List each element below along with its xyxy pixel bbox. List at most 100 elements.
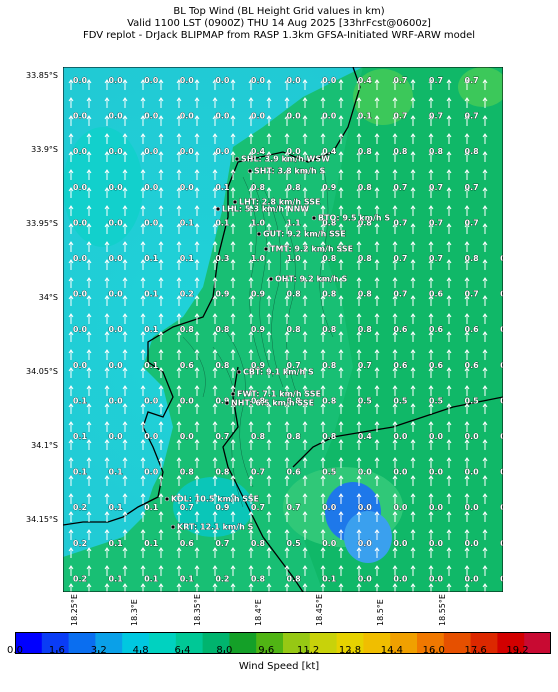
- wind-arrow-icon: [356, 313, 362, 324]
- grid-value: 0.8: [251, 183, 266, 192]
- wind-arrow-icon: [464, 115, 470, 126]
- wind-arrow-icon: [482, 385, 488, 396]
- wind-arrow-icon: [284, 79, 290, 90]
- wind-arrow-icon: [248, 403, 254, 414]
- wind-arrow-icon: [176, 115, 182, 126]
- wind-arrow-icon: [176, 349, 182, 360]
- wind-arrow-icon: [392, 565, 398, 576]
- wind-arrow-icon: [86, 169, 92, 180]
- grid-value: 0.0: [287, 76, 302, 85]
- wind-arrow-icon: [104, 79, 110, 90]
- wind-arrow-icon: [446, 79, 452, 90]
- colorbar-segment: [283, 632, 311, 654]
- wind-arrow-icon: [446, 529, 452, 540]
- wind-arrow-icon: [392, 511, 398, 522]
- grid-value: 1.0: [251, 254, 266, 263]
- wind-arrow-icon: [122, 241, 128, 252]
- grid-value: 0.0: [109, 147, 124, 156]
- wind-arrow-icon: [338, 223, 344, 234]
- grid-value: 0.8: [358, 325, 373, 334]
- wind-arrow-icon: [464, 205, 470, 216]
- wind-arrow-icon: [140, 475, 146, 486]
- wind-arrow-icon: [410, 295, 416, 306]
- wind-arrow-icon: [338, 187, 344, 198]
- wind-arrow-icon: [284, 151, 290, 162]
- grid-value: 0.8: [429, 147, 444, 156]
- wind-arrow-icon: [482, 331, 488, 342]
- wind-arrow-icon: [320, 115, 326, 126]
- coastline-false-bay: [292, 396, 503, 468]
- wind-arrow-icon: [248, 565, 254, 576]
- wind-arrow-icon: [374, 367, 380, 378]
- wind-arrow-icon: [464, 151, 470, 162]
- grid-value: 0.1: [215, 183, 230, 192]
- wind-arrow-icon: [194, 295, 200, 306]
- grid-value: 0.8: [287, 432, 302, 441]
- wind-arrow-icon: [86, 205, 92, 216]
- wind-arrow-icon: [464, 493, 470, 504]
- wind-arrow-icon: [68, 403, 74, 414]
- wind-arrow-icon: [284, 241, 290, 252]
- wind-arrow-icon: [104, 385, 110, 396]
- wind-arrow-icon: [140, 115, 146, 126]
- station-marker: OHT: 9.2 km/h S: [268, 274, 348, 284]
- wind-arrow-icon: [320, 421, 326, 432]
- colorbar-segment: [443, 632, 472, 654]
- wind-arrow-icon: [392, 187, 398, 198]
- grid-value: 0.0: [73, 325, 88, 334]
- station-label: BTO: 9.5 km/h S: [318, 214, 390, 223]
- wind-arrow-icon: [320, 331, 326, 342]
- wind-arrow-icon: [320, 277, 326, 288]
- wind-arrow-icon: [248, 475, 254, 486]
- wind-arrow-icon: [140, 529, 146, 540]
- wind-arrow-icon: [338, 331, 344, 342]
- wind-arrow-icon: [302, 421, 308, 432]
- grid-value: 0.0: [358, 503, 373, 512]
- wind-arrow-icon: [446, 403, 452, 414]
- wind-arrow-icon: [230, 439, 236, 450]
- wind-arrow-icon: [140, 313, 146, 324]
- wind-arrow-icon: [104, 565, 110, 576]
- wind-arrow-icon: [158, 115, 164, 126]
- wind-arrow-icon: [392, 493, 398, 504]
- wind-arrow-icon: [302, 97, 308, 108]
- wind-arrow-icon: [464, 529, 470, 540]
- grid-value: 0.0: [465, 574, 480, 583]
- wind-arrow-icon: [338, 421, 344, 432]
- wind-arrow-icon: [122, 79, 128, 90]
- wind-arrow-icon: [86, 457, 92, 468]
- wind-arrow-icon: [356, 277, 362, 288]
- wind-arrow-icon: [158, 151, 164, 162]
- wind-arrow-icon: [320, 475, 326, 486]
- wind-arrow-icon: [266, 475, 272, 486]
- wind-arrow-icon: [464, 583, 470, 592]
- wind-arrow-icon: [104, 583, 110, 592]
- wind-arrow-icon: [428, 367, 434, 378]
- grid-value: 0.8: [358, 254, 373, 263]
- wind-arrow-icon: [392, 457, 398, 468]
- colorbar-segment: [229, 632, 257, 654]
- station-marker: SHL: 3.9 km/h WSW: [234, 154, 330, 164]
- wind-arrow-icon: [122, 385, 128, 396]
- wind-arrow-icon: [374, 277, 380, 288]
- grid-value: 0.0: [73, 183, 88, 192]
- wind-arrow-icon: [212, 259, 218, 270]
- wind-arrow-icon: [338, 367, 344, 378]
- grid-value: 0.6: [465, 325, 480, 334]
- wind-arrow-icon: [374, 385, 380, 396]
- wind-arrow-icon: [446, 277, 452, 288]
- grid-value: 0.8: [322, 218, 337, 227]
- wind-arrow-icon: [392, 133, 398, 144]
- grid-value: 0.0: [73, 218, 88, 227]
- wind-arrow-icon: [446, 331, 452, 342]
- wind-arrow-icon: [158, 223, 164, 234]
- grid-value: 0.6: [393, 325, 408, 334]
- wind-arrow-icon: [446, 223, 452, 234]
- grid-value: 0.0: [393, 468, 408, 477]
- wind-arrow-icon: [356, 97, 362, 108]
- grid-value: 0.8: [322, 290, 337, 299]
- grid-value: 0.6: [465, 361, 480, 370]
- wind-arrow-icon: [266, 385, 272, 396]
- station-label: NHT: 6.5 km/h SSE: [231, 399, 314, 408]
- wind-arrow-icon: [176, 385, 182, 396]
